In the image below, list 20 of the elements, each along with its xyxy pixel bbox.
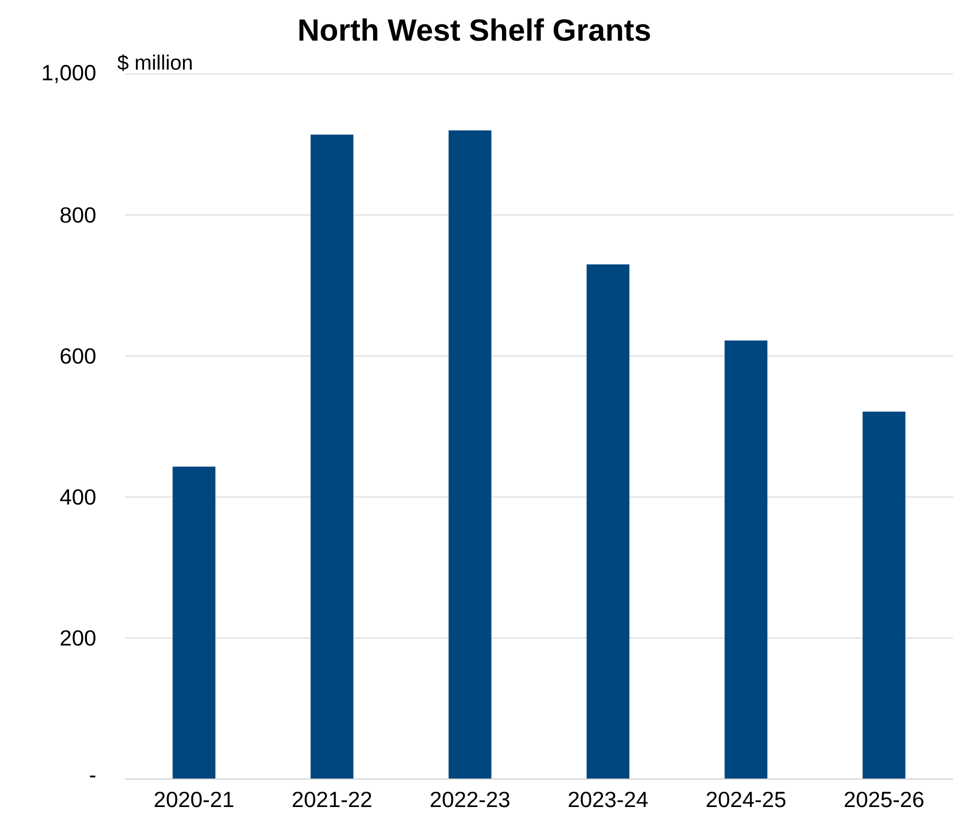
y-tick-label: 600 — [60, 348, 96, 364]
y-tick-label: 1,000 — [42, 64, 96, 84]
x-tick-label: 2020-21 — [154, 792, 234, 808]
bar — [448, 130, 492, 779]
y-tick-label: 800 — [60, 207, 96, 223]
x-tick-label: 2021-22 — [292, 792, 372, 808]
bar — [310, 134, 354, 779]
bar — [586, 264, 630, 779]
x-tick-label: 2024-25 — [706, 792, 786, 808]
chart-title: North West Shelf Grants — [299, 18, 650, 41]
x-tick-label: 2022-23 — [430, 792, 510, 808]
y-tick-label: - — [90, 776, 96, 778]
x-tick-label: 2025-26 — [844, 792, 924, 808]
y-axis-title: $ million — [118, 54, 192, 72]
bar — [862, 412, 906, 779]
bar — [724, 340, 768, 779]
y-tick-label: 200 — [60, 630, 96, 646]
y-tick-label: 400 — [60, 489, 96, 505]
x-tick-label: 2023-24 — [568, 792, 648, 808]
bar — [172, 466, 216, 779]
